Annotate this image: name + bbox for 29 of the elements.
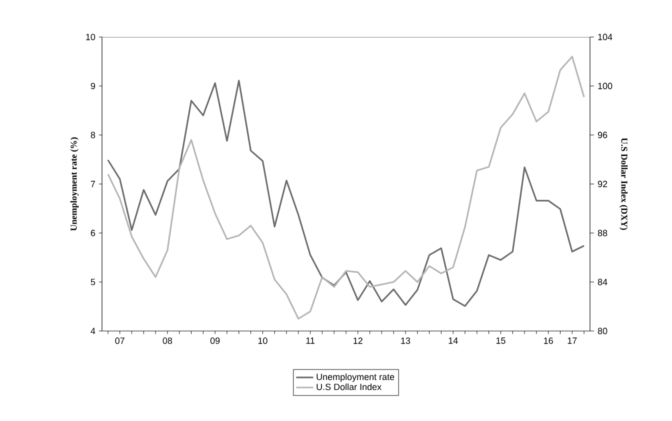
y2-tick-label: 88 <box>598 230 608 236</box>
y2-tick-label: 100 <box>598 82 612 90</box>
x-tick-label: 13 <box>401 338 410 344</box>
legend-label: Unemployment rate <box>316 373 394 382</box>
y2-tick-label: 84 <box>598 278 608 286</box>
y-axis-title: Unemployment rate (%) <box>70 137 79 231</box>
y2-tick-label: 96 <box>598 132 608 138</box>
y2-tick-label: 80 <box>598 328 608 334</box>
x-tick-label: 17 <box>568 338 577 344</box>
x-tick-label: 08 <box>162 338 172 344</box>
y-tick-label: 7 <box>90 180 96 188</box>
x-tick-label: 14 <box>448 338 458 344</box>
x-tick-label: 16 <box>544 338 553 344</box>
x-tick-label: 15 <box>496 338 506 344</box>
x-tick-label: 07 <box>115 338 124 344</box>
y-tick-label: 6 <box>90 230 96 236</box>
legend-label: U.S Dollar Index <box>316 383 382 390</box>
y-tick-label: 4 <box>90 328 96 334</box>
x-tick-label: 12 <box>354 338 362 344</box>
y2-tick-label: 92 <box>598 180 608 188</box>
y-tick-label: 9 <box>90 82 96 90</box>
y2-axis-title: U.S Dollar Index (DXY) <box>619 138 628 230</box>
x-tick-label: 10 <box>258 338 268 344</box>
y-tick-label: 10 <box>86 34 96 40</box>
x-tick-label: 11 <box>306 338 315 344</box>
y-tick-label: 5 <box>90 278 96 286</box>
x-tick-label: 09 <box>210 338 220 344</box>
y-tick-label: 8 <box>90 132 96 138</box>
y2-tick-label: 104 <box>598 34 612 40</box>
